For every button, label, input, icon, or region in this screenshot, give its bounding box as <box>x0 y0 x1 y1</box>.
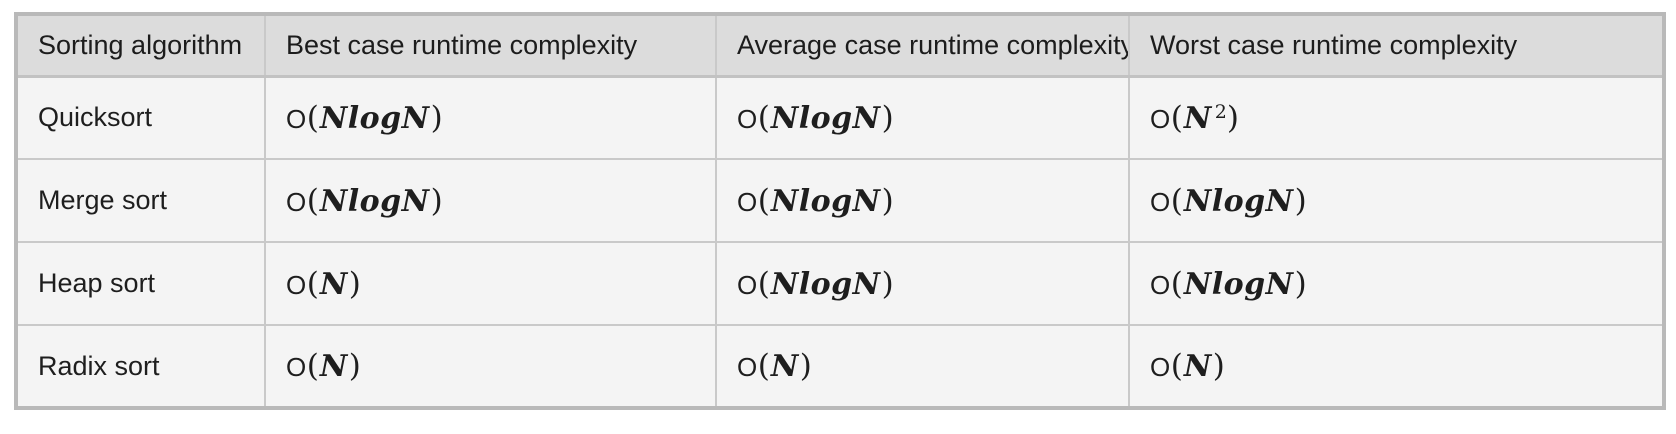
big-o-symbol: O <box>737 186 758 217</box>
col-header-best-case: Best case runtime complexity <box>264 13 717 78</box>
big-o-symbol: O <box>1150 186 1171 217</box>
open-paren: ( <box>1170 348 1183 384</box>
big-o-symbol: O <box>1150 269 1171 300</box>
complexity-table-container: Sorting algorithm Best case runtime comp… <box>14 12 1666 410</box>
big-o-symbol: O <box>737 352 758 382</box>
complexity-value: O(N 2) <box>1128 75 1665 160</box>
complexity-value: O(N) <box>1128 324 1665 409</box>
open-paren: ( <box>757 348 770 384</box>
complexity-term: N <box>319 266 348 302</box>
complexity-value: O(NlogN) <box>264 75 717 160</box>
complexity-term: N <box>1183 100 1212 136</box>
open-paren: ( <box>1170 99 1183 136</box>
complexity-term: NlogN <box>770 183 881 219</box>
algorithm-name: Merge sort <box>15 158 266 243</box>
algorithm-name: Quicksort <box>15 75 266 160</box>
table-row: Heap sort O(N) O(NlogN) O(NlogN) <box>15 241 1665 326</box>
big-o-symbol: O <box>1150 352 1171 382</box>
complexity-term: NlogN <box>319 183 430 219</box>
table-body: Quicksort O(NlogN) O(NlogN) O(N 2) Merge sort… <box>15 75 1665 409</box>
complexity-value: O(NlogN) <box>715 75 1130 160</box>
open-paren: ( <box>757 182 770 219</box>
col-header-average-case: Average case runtime complexity <box>715 13 1130 78</box>
close-paren: ) <box>1294 182 1307 219</box>
close-paren: ) <box>430 99 443 136</box>
complexity-term: NlogN <box>770 266 881 302</box>
table-row: Merge sort O(NlogN) O(NlogN) O(NlogN) <box>15 158 1665 243</box>
complexity-term: NlogN <box>770 100 881 136</box>
complexity-value: O(N) <box>715 324 1130 409</box>
table-row: Radix sort O(N) O(N) O(N) <box>15 324 1665 409</box>
complexity-value: O(NlogN) <box>715 158 1130 243</box>
close-paren: ) <box>1212 348 1225 384</box>
complexity-term: N <box>319 349 348 384</box>
close-paren: ) <box>799 348 812 384</box>
algorithm-name: Heap sort <box>15 241 266 326</box>
col-header-worst-case: Worst case runtime complexity <box>1128 13 1665 78</box>
close-paren: ) <box>348 348 361 384</box>
open-paren: ( <box>757 99 770 136</box>
col-header-sorting-algorithm: Sorting algorithm <box>15 13 266 78</box>
complexity-term: NlogN <box>1183 183 1294 219</box>
big-o-symbol: O <box>286 103 307 134</box>
big-o-symbol: O <box>1150 103 1171 134</box>
open-paren: ( <box>1170 265 1183 302</box>
close-paren: ) <box>430 182 443 219</box>
complexity-value: O(NlogN) <box>1128 241 1665 326</box>
complexity-value: O(NlogN) <box>264 158 717 243</box>
complexity-value: O(NlogN) <box>1128 158 1665 243</box>
close-paren: ) <box>1226 99 1239 136</box>
open-paren: ( <box>306 265 319 302</box>
close-paren: ) <box>881 182 894 219</box>
close-paren: ) <box>881 265 894 302</box>
table-row: Quicksort O(NlogN) O(NlogN) O(N 2) <box>15 75 1665 160</box>
complexity-term: NlogN <box>319 100 430 136</box>
complexity-value: O(N) <box>264 324 717 409</box>
close-paren: ) <box>1294 265 1307 302</box>
open-paren: ( <box>306 348 319 384</box>
big-o-symbol: O <box>737 103 758 134</box>
big-o-symbol: O <box>286 352 307 382</box>
complexity-term: NlogN <box>1183 266 1294 302</box>
open-paren: ( <box>1170 182 1183 219</box>
big-o-symbol: O <box>286 269 307 300</box>
big-o-symbol: O <box>286 186 307 217</box>
algorithm-name: Radix sort <box>15 324 266 409</box>
open-paren: ( <box>757 265 770 302</box>
sorting-complexity-table: Sorting algorithm Best case runtime comp… <box>14 12 1666 410</box>
close-paren: ) <box>348 265 361 302</box>
exponent: 2 <box>1214 100 1227 123</box>
complexity-value: O(N) <box>264 241 717 326</box>
complexity-value: O(NlogN) <box>715 241 1130 326</box>
open-paren: ( <box>306 182 319 219</box>
close-paren: ) <box>881 99 894 136</box>
big-o-symbol: O <box>737 269 758 300</box>
header-row: Sorting algorithm Best case runtime comp… <box>15 13 1665 78</box>
complexity-term: N <box>770 349 799 384</box>
open-paren: ( <box>306 99 319 136</box>
complexity-term: N <box>1183 349 1212 384</box>
